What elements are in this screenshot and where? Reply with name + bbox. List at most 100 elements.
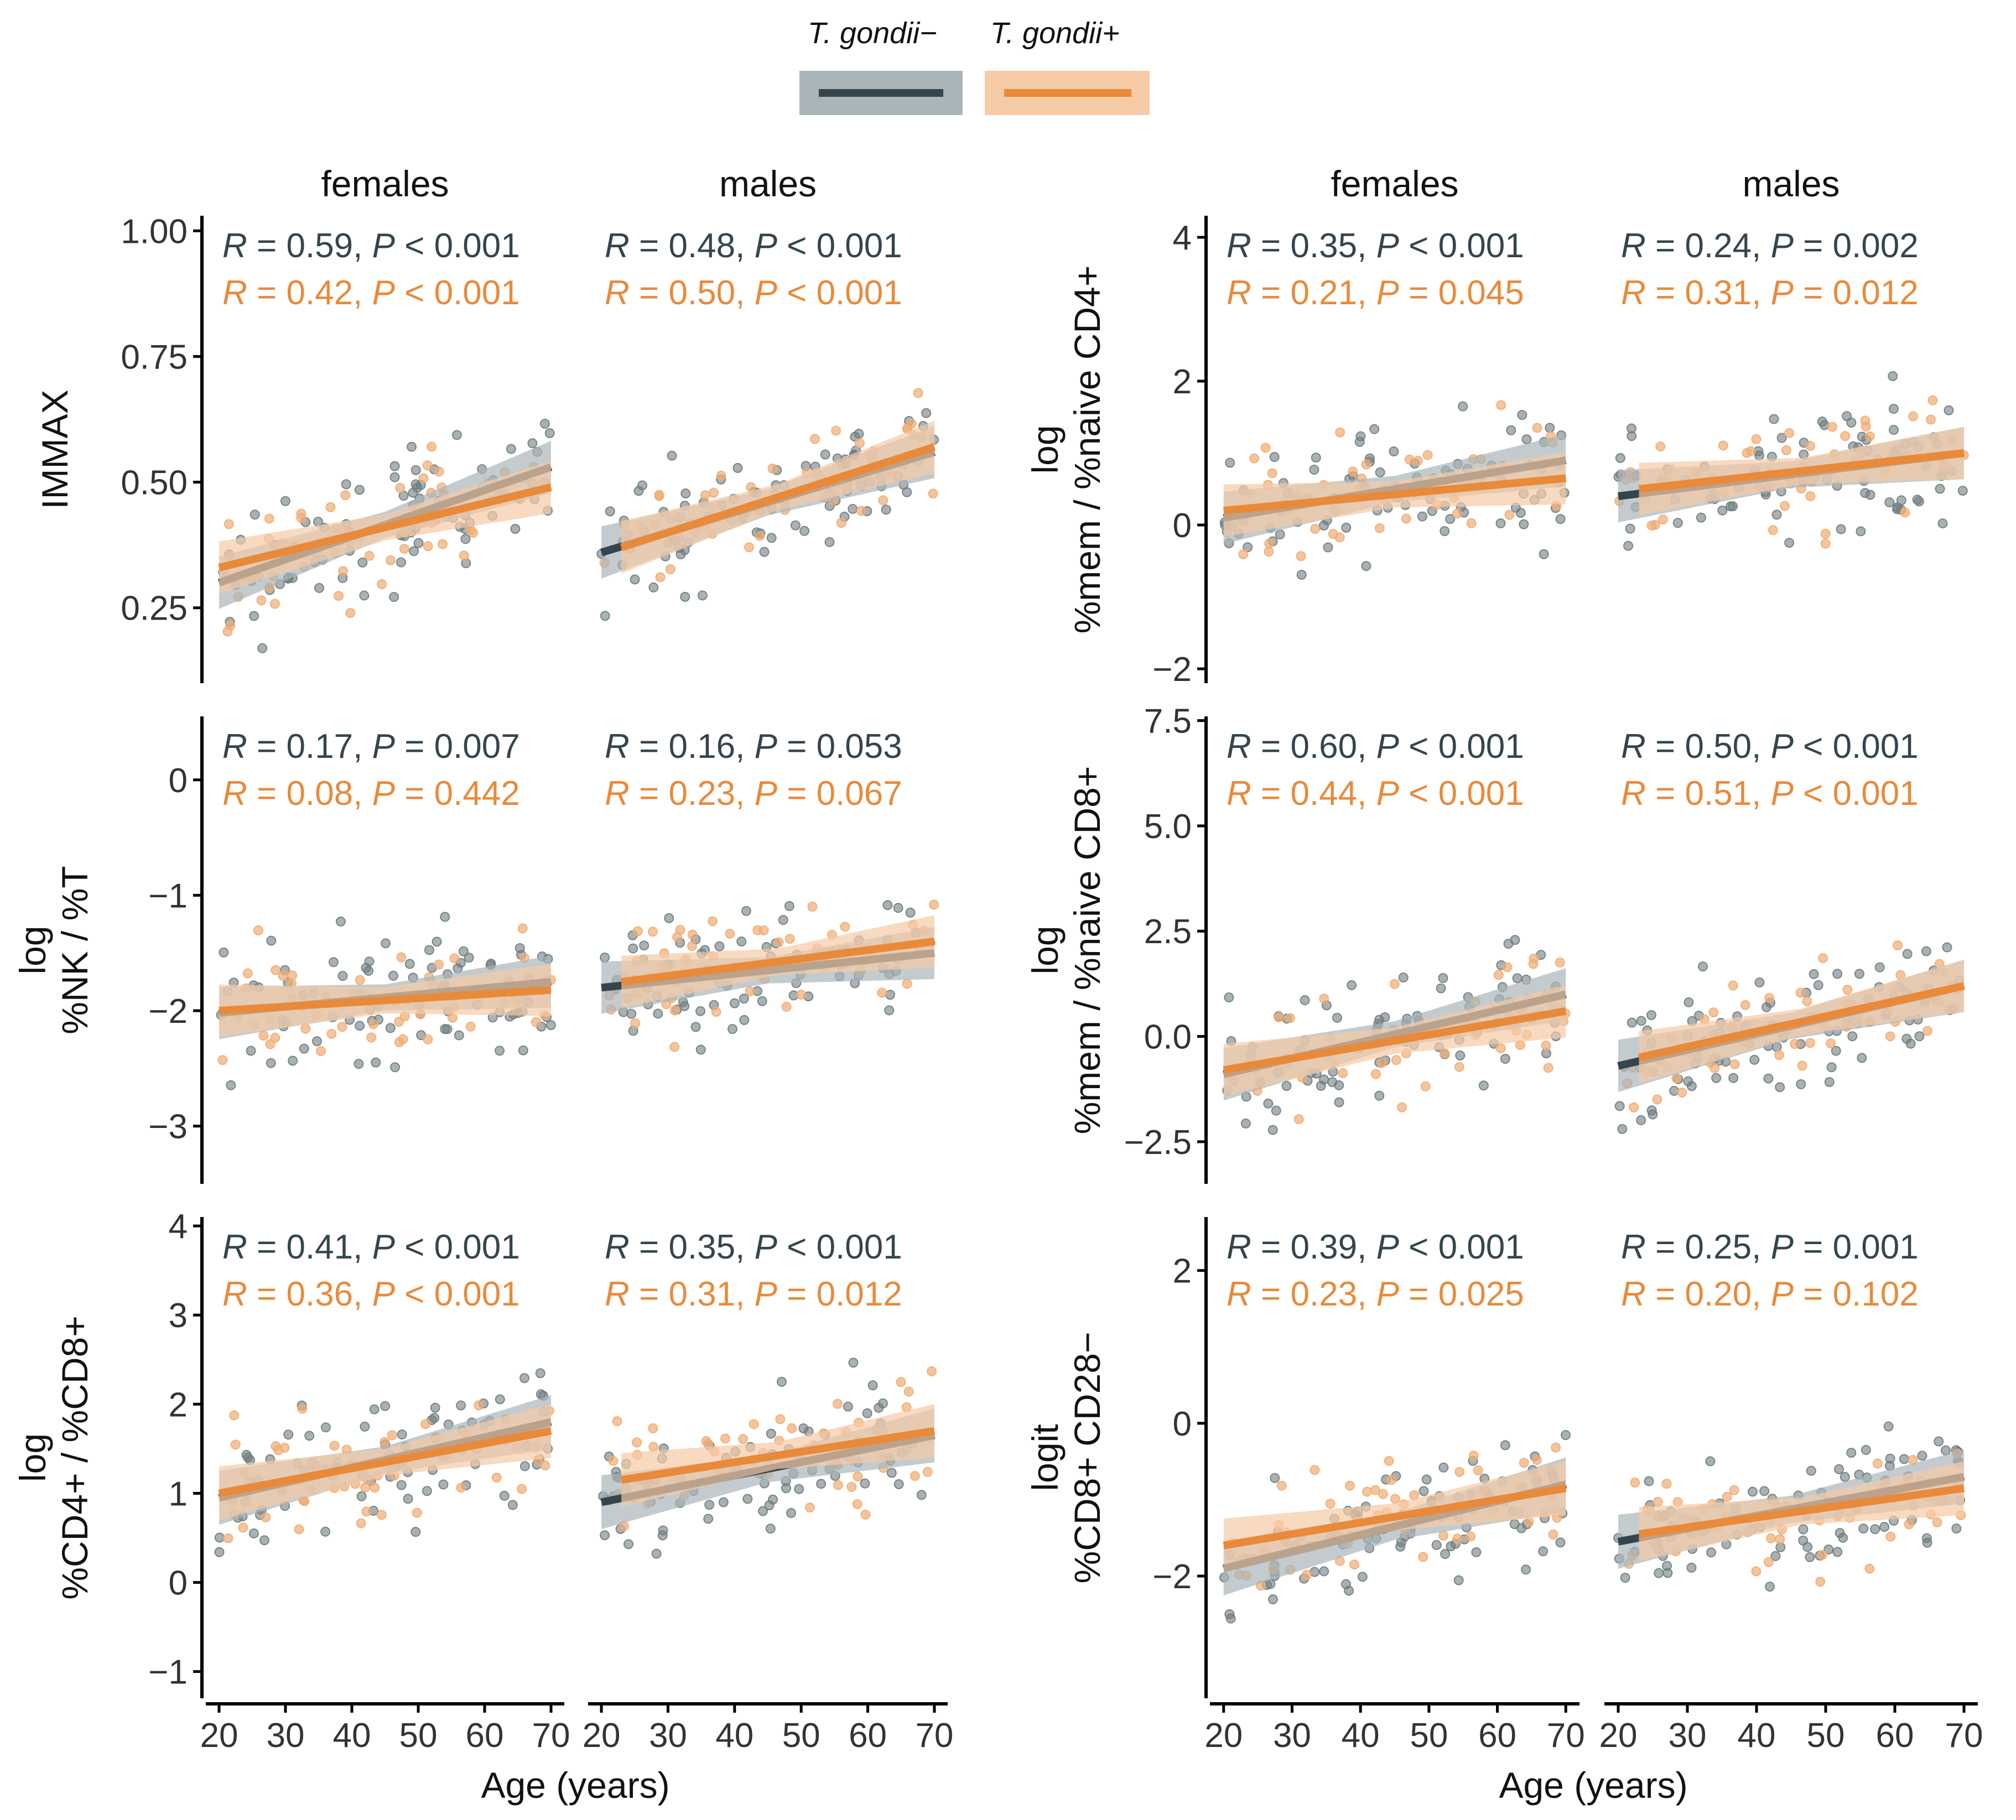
legend: T. gondii− T. gondii+ [799, 17, 1150, 115]
data-point-pos [438, 539, 448, 549]
data-point-pos [1374, 523, 1385, 533]
data-point-pos [1718, 440, 1728, 451]
data-point-pos [1390, 1494, 1400, 1504]
data-point-neg [266, 1058, 276, 1068]
data-point-neg [1275, 529, 1285, 539]
stat-part: P [1771, 227, 1794, 265]
data-point-neg [1854, 969, 1864, 979]
data-point-neg [1834, 1464, 1844, 1474]
data-point-pos [412, 1507, 422, 1518]
data-point-neg [1717, 505, 1728, 516]
data-point-neg [1646, 1105, 1657, 1116]
data-point-neg [1942, 942, 1952, 953]
y-tick-label: 5.0 [1144, 808, 1192, 846]
stat-part: R [605, 1275, 630, 1313]
stat-part: R [605, 774, 630, 813]
data-point-pos [1722, 1491, 1732, 1502]
data-point-neg [848, 504, 858, 514]
data-point-pos [223, 1533, 233, 1543]
data-point-neg [1935, 483, 1945, 494]
data-point-pos [720, 1433, 730, 1444]
y-axis-label: log%mem / %naive CD4+ [1025, 266, 1108, 634]
stat-part: = 0.35, [1251, 227, 1376, 265]
data-point-pos [270, 1033, 280, 1043]
data-point-neg [630, 574, 640, 585]
data-point-neg [257, 643, 268, 653]
data-point-pos [1384, 1455, 1394, 1466]
stat-part: = 0.51, [1646, 774, 1771, 813]
stat-part: P [1771, 1228, 1794, 1266]
y-axis-label-line: log [1025, 425, 1066, 474]
data-point-pos [725, 928, 735, 939]
data-point-neg [1917, 1450, 1927, 1461]
panel-immax: 0.25 0.50 0.75 1.00 IMMAX females R = 0.59, P … [34, 163, 939, 683]
panels: 0.25 0.50 0.75 1.00 IMMAX females R = 0.59, P … [12, 163, 1983, 1806]
stat-part: = 0.08, [247, 774, 372, 813]
data-point-neg [794, 1484, 804, 1494]
data-point-neg [507, 1500, 518, 1510]
data-point-pos [767, 463, 778, 474]
data-point-pos [648, 1442, 659, 1452]
strip-label-males: males [719, 163, 817, 204]
y-axis-label: log%mem / %naive CD8+ [1025, 766, 1108, 1135]
x-tick-label: 60 [466, 1717, 504, 1755]
stat-part: = 0.36, [247, 1275, 372, 1313]
data-point-pos [708, 487, 719, 498]
legend-label-negative: T. gondii− [808, 17, 937, 50]
data-point-pos [1495, 1043, 1506, 1054]
stat-part: R [222, 727, 247, 766]
data-point-neg [266, 935, 277, 946]
data-point-pos [1420, 1081, 1431, 1091]
x-tick-label: 50 [1410, 1717, 1448, 1755]
data-point-neg [371, 1057, 381, 1068]
data-point-neg [1615, 453, 1625, 463]
data-point-neg [739, 994, 749, 1004]
regression-line-pos [218, 483, 552, 571]
data-point-neg [460, 534, 471, 544]
data-point-pos [474, 1400, 484, 1411]
data-point-neg [288, 1055, 298, 1066]
data-point-neg [413, 538, 424, 548]
data-point-pos [787, 1423, 797, 1433]
data-point-pos [1325, 1499, 1336, 1509]
stat-part: P [1376, 274, 1399, 312]
data-point-pos [1775, 1534, 1785, 1545]
data-point-pos [396, 952, 407, 963]
y-tick-label: 0.50 [121, 464, 188, 502]
data-point-pos [326, 1029, 337, 1039]
stat-part: = 0.442 [395, 774, 520, 813]
data-point-pos [1378, 1489, 1388, 1499]
data-point-pos [1293, 1114, 1304, 1125]
data-point-pos [1555, 957, 1565, 968]
data-point-pos [256, 595, 267, 606]
data-point-neg [1374, 1090, 1385, 1101]
data-point-neg [389, 592, 399, 602]
data-point-neg [1840, 1471, 1850, 1482]
regression-line-pos [1638, 1484, 1965, 1538]
stat-label-neg: R = 0.48, P < 0.001 [605, 227, 902, 265]
data-point-pos [773, 937, 784, 948]
data-point-neg [1728, 1073, 1739, 1083]
stat-part: < 0.001 [777, 274, 902, 312]
data-point-neg [741, 906, 751, 916]
data-point-neg [1711, 1073, 1722, 1083]
data-point-neg [1361, 561, 1371, 571]
data-point-neg [1500, 1053, 1510, 1064]
data-point-pos [1802, 996, 1812, 1007]
data-point-neg [510, 523, 521, 534]
stat-label-neg: R = 0.17, P = 0.007 [222, 727, 520, 766]
y-tick-label: 4 [1173, 219, 1192, 257]
data-point-pos [612, 1416, 622, 1427]
data-point-neg [600, 1530, 610, 1541]
data-point-neg [860, 1478, 870, 1489]
data-point-neg [799, 526, 810, 536]
data-point-pos [1805, 1038, 1815, 1048]
data-point-pos [833, 1480, 843, 1490]
data-point-neg [886, 1468, 897, 1478]
data-point-neg [1455, 1050, 1466, 1060]
data-point-pos [1454, 1062, 1464, 1072]
data-point-neg [337, 971, 348, 981]
y-axis-label-line: logit [1025, 1424, 1066, 1491]
